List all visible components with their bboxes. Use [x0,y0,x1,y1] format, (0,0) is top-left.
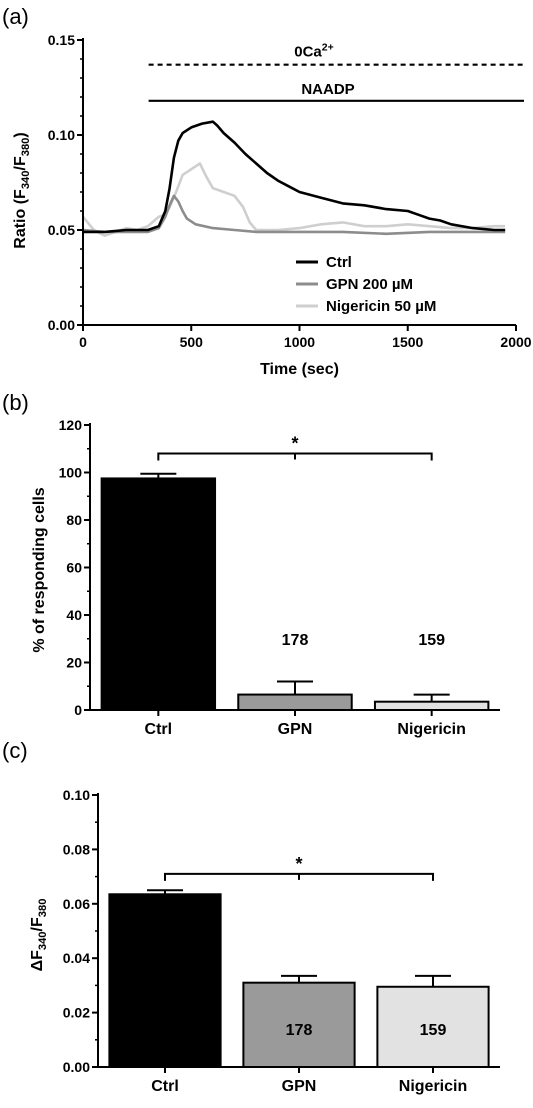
x-category-label: Ctrl [145,721,173,738]
bar-ctrl [100,477,217,711]
significance-marker: * [291,434,298,454]
y-axis-label: % of responding cells [31,487,48,652]
bar-ctrl [108,893,222,1069]
panel-label-b: (b) [2,390,29,415]
annotation-label: 0Ca2+ [294,42,334,61]
bar-count-label: 110 [152,1022,178,1039]
panel-label-a: (a) [2,4,29,29]
y-tick-label: 0.10 [63,787,90,803]
y-tick-label: 0 [74,702,82,718]
y-tick-label: 0.02 [63,1005,90,1021]
y-tick-label: 0.15 [48,32,75,48]
legend-label-3: Nigericin 50 µM [326,298,436,315]
bar-gpn [237,693,353,711]
series-line-2 [82,194,506,236]
panel-label-c: (c) [2,738,28,763]
bar-count-label: 110 [145,632,171,649]
bar-nigericin [376,985,490,1069]
y-tick-label: 0.04 [63,950,90,966]
x-tick-label: 2000 [500,334,531,350]
annotation-label: NAADP [301,81,354,98]
y-tick-label: 40 [66,607,82,623]
y-tick-label: 0.06 [63,896,90,912]
x-axis-label: Time (sec) [260,361,339,378]
x-category-label: Nigericin [397,721,465,738]
bar-count-label: 178 [286,1022,313,1039]
y-tick-label: 120 [59,417,83,433]
y-tick-label: 60 [66,560,82,576]
x-category-label: Nigericin [399,1078,467,1095]
bar-gpn [242,981,356,1068]
legend-label-1: Ctrl [326,254,352,271]
bar-count-label: 159 [420,1022,447,1039]
y-tick-label: 0.08 [63,841,90,857]
significance-marker: * [295,854,302,874]
y-axis-label: ΔF340/F380 [29,899,49,972]
y-tick-label: 0.10 [48,127,75,143]
y-tick-label: 20 [66,655,82,671]
x-tick-label: 500 [180,334,204,350]
y-tick-label: 0.00 [48,317,75,333]
panel-b-bar-chart: (b) 110 Ctrl 178 GPN 159 Nigericin 0 20 40 60 80 10… [2,390,500,738]
y-axis-label: Ratio (F340/F380) [12,132,32,248]
legend-label-2: GPN 200 µM [326,276,413,293]
bar-count-label: 159 [418,632,445,649]
x-tick-label: 1500 [392,334,423,350]
y-tick-label: 0.00 [63,1059,90,1075]
panel-a-line-chart: (a) 0.00 0.05 0.10 0.15 0 500 1000 1500 2000 Time… [2,4,532,378]
series-line-1 [83,120,506,234]
panel-c-bar-chart: (c) 110 Ctrl 178 GPN 159 Nigericin 0.00 0.02 0.0… [2,738,500,1095]
bar-count-label: 178 [282,632,309,649]
bar-nigericin [373,700,490,711]
series-line-3 [81,162,506,237]
y-tick-label: 80 [66,512,82,528]
y-tick-label: 0.05 [48,222,75,238]
y-tick-label: 100 [59,465,83,481]
x-tick-label: 1000 [284,334,315,350]
x-category-label: Ctrl [151,1078,179,1095]
x-category-label: GPN [278,721,313,738]
x-category-label: GPN [282,1078,317,1095]
x-tick-label: 0 [79,334,87,350]
